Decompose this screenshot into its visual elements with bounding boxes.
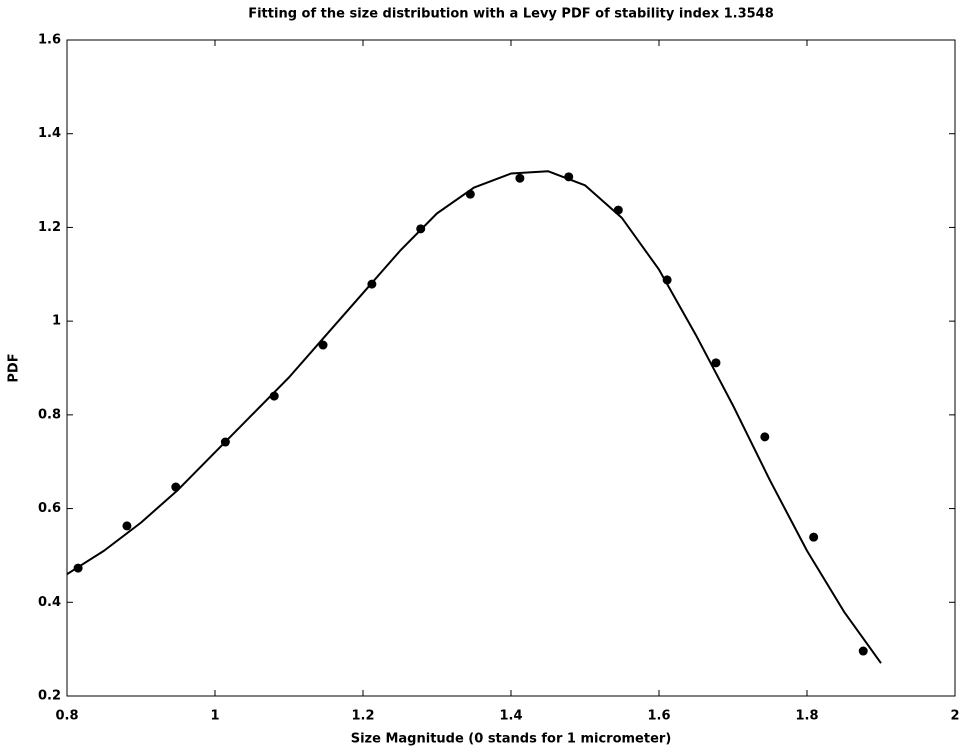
x-tick-label: 1.4 [499, 709, 522, 724]
x-axis-label: Size Magnitude (0 stands for 1 micromete… [351, 732, 672, 747]
data-point [220, 437, 230, 447]
x-tick-label: 2 [950, 709, 959, 724]
y-tick-label: 0.6 [38, 501, 61, 516]
y-tick-label: 1.4 [38, 126, 61, 141]
data-point [711, 358, 721, 368]
y-tick-label: 1 [52, 314, 61, 329]
data-point [809, 532, 819, 542]
x-tick-label: 0.8 [55, 709, 78, 724]
y-axis-label: PDF [7, 353, 22, 382]
data-point [760, 432, 770, 442]
y-tick-label: 0.8 [38, 407, 61, 422]
data-point [171, 482, 181, 492]
y-tick-label: 1.6 [38, 33, 61, 48]
chart-title: Fitting of the size distribution with a … [248, 7, 774, 22]
data-point [73, 563, 83, 573]
y-tick-label: 0.4 [38, 595, 61, 610]
data-point [269, 391, 279, 401]
data-point [858, 646, 868, 656]
x-tick-label: 1.8 [795, 709, 818, 724]
data-point [367, 279, 377, 289]
y-tick-label: 0.2 [38, 689, 61, 704]
data-point [465, 189, 475, 199]
data-point [662, 275, 672, 285]
x-tick-label: 1.2 [351, 709, 374, 724]
data-point [122, 521, 132, 531]
fit-curve [66, 170, 882, 664]
x-tick-label: 1.6 [647, 709, 670, 724]
data-point [564, 172, 574, 182]
data-point [613, 205, 623, 215]
x-tick-label: 1 [210, 709, 219, 724]
data-point [515, 173, 525, 183]
y-tick-label: 1.2 [38, 220, 61, 235]
data-point [416, 224, 426, 234]
data-point [318, 340, 328, 350]
